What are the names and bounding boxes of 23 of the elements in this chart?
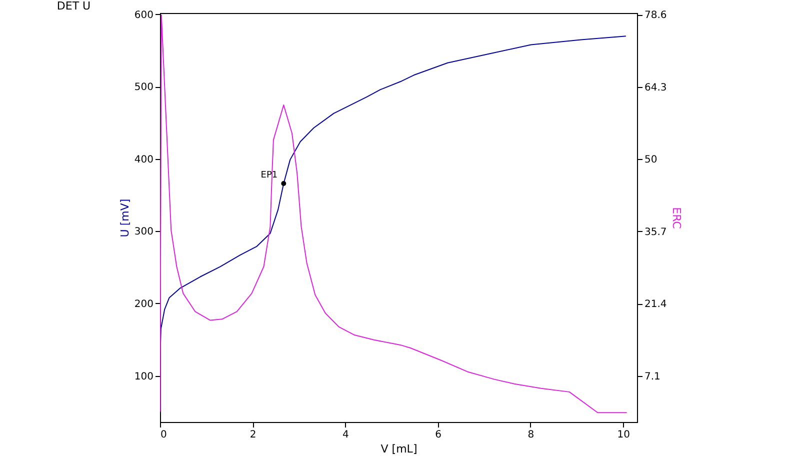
x-tick-label: 2 bbox=[250, 430, 256, 440]
y-tick-label: 400 bbox=[134, 154, 154, 166]
y2-tick-label: 64.3 bbox=[644, 82, 667, 94]
x-tick-label: 0 bbox=[160, 430, 167, 440]
y2-tick-label: 7.1 bbox=[644, 371, 660, 382]
y2-tick-label: 21.4 bbox=[644, 299, 667, 310]
y-tick-label: 500 bbox=[134, 82, 154, 94]
y-tick-label: 100 bbox=[134, 371, 154, 382]
chart-title: DET U bbox=[56, 0, 91, 12]
y-tick-label: 600 bbox=[134, 10, 154, 21]
x-tick-label: 8 bbox=[528, 430, 534, 440]
y2-tick-label: 78.6 bbox=[644, 10, 667, 22]
line-series bbox=[160, 14, 628, 414]
x-tick-label: 10 bbox=[617, 430, 630, 440]
x-tick-label: 6 bbox=[435, 430, 442, 440]
y-axis-title: U [mV] bbox=[118, 198, 132, 238]
x-tick-label: 4 bbox=[342, 430, 349, 440]
y2-tick-label: 50 bbox=[644, 154, 658, 166]
x-axis-title: V [mL] bbox=[380, 442, 418, 456]
y-tick-label: 200 bbox=[134, 298, 154, 310]
y-tick-label: 300 bbox=[134, 226, 154, 238]
y2-tick-label: 35.7 bbox=[644, 226, 667, 238]
y2-axis-title: ERC bbox=[670, 207, 683, 230]
